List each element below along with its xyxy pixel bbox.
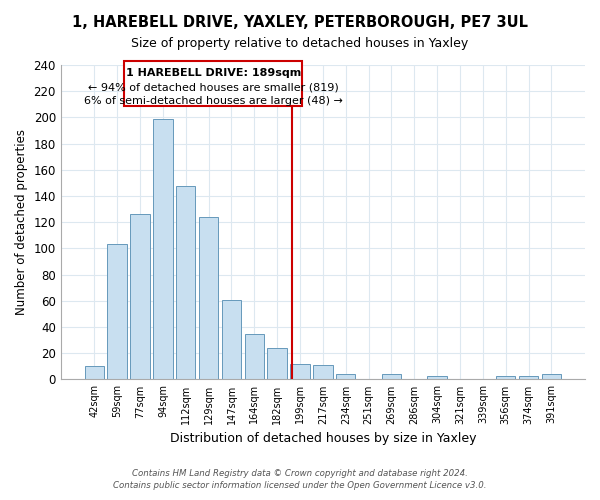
Bar <box>85 366 104 380</box>
Y-axis label: Number of detached properties: Number of detached properties <box>15 129 28 315</box>
Bar <box>313 365 332 380</box>
Bar <box>496 376 515 380</box>
Bar <box>519 376 538 380</box>
Bar <box>336 374 355 380</box>
Bar <box>199 217 218 380</box>
X-axis label: Distribution of detached houses by size in Yaxley: Distribution of detached houses by size … <box>170 432 476 445</box>
Bar <box>153 118 173 380</box>
Text: Contains HM Land Registry data © Crown copyright and database right 2024.
Contai: Contains HM Land Registry data © Crown c… <box>113 468 487 490</box>
Bar <box>290 364 310 380</box>
Bar <box>107 244 127 380</box>
Bar <box>245 334 264 380</box>
Text: 1, HAREBELL DRIVE, YAXLEY, PETERBOROUGH, PE7 3UL: 1, HAREBELL DRIVE, YAXLEY, PETERBOROUGH,… <box>72 15 528 30</box>
Text: 6% of semi-detached houses are larger (48) →: 6% of semi-detached houses are larger (4… <box>84 96 343 106</box>
Bar <box>130 214 150 380</box>
Text: 1 HAREBELL DRIVE: 189sqm: 1 HAREBELL DRIVE: 189sqm <box>125 68 301 78</box>
Text: ← 94% of detached houses are smaller (819): ← 94% of detached houses are smaller (81… <box>88 82 338 92</box>
Bar <box>542 374 561 380</box>
Bar <box>268 348 287 380</box>
Bar <box>427 376 447 380</box>
Bar <box>124 61 302 106</box>
Bar <box>176 186 196 380</box>
Bar <box>382 374 401 380</box>
Bar <box>222 300 241 380</box>
Text: Size of property relative to detached houses in Yaxley: Size of property relative to detached ho… <box>131 38 469 51</box>
